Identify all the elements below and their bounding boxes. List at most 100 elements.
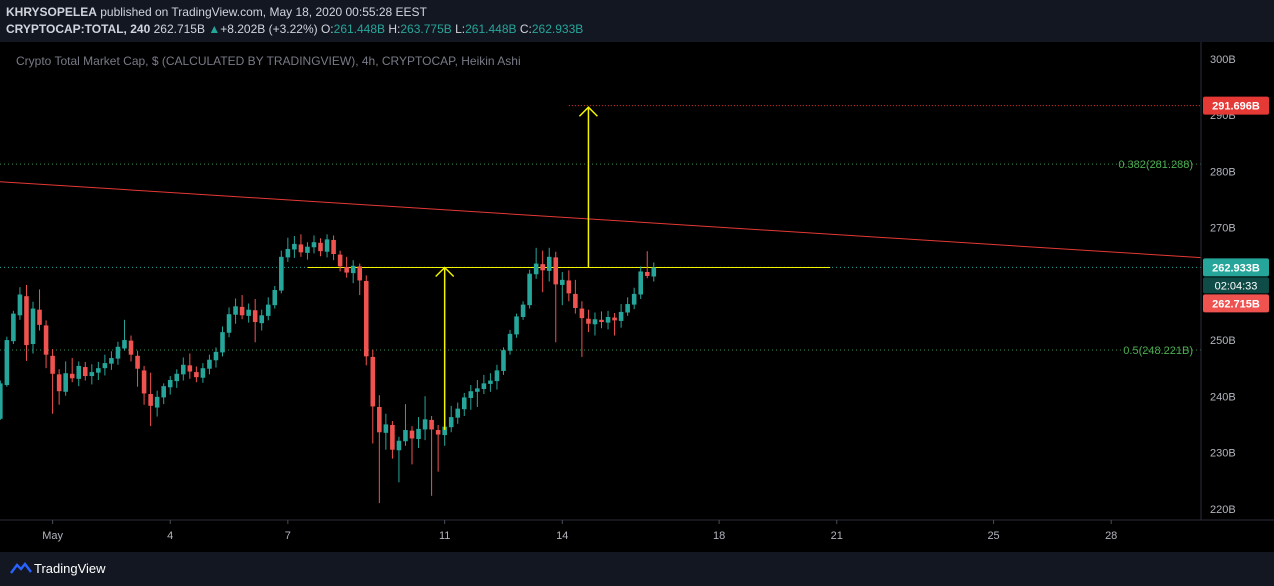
y-tick-label: 220B — [1210, 504, 1236, 516]
candle-body — [17, 294, 23, 316]
candle-body — [69, 373, 75, 379]
candle-body — [357, 266, 363, 281]
target-price-label-bg — [1203, 96, 1269, 115]
candle-body — [259, 315, 264, 324]
candle-body — [76, 365, 82, 379]
candle-body — [651, 267, 657, 277]
candle-body — [82, 367, 88, 377]
candle-body — [272, 289, 278, 306]
countdown-label: 02:04:33 — [1215, 280, 1258, 292]
candle-body — [122, 340, 127, 349]
candle-body — [579, 308, 585, 319]
candle-body — [599, 319, 604, 323]
published-text: published on TradingView.com, May 18, 20… — [96, 5, 427, 19]
y-tick-label: 280B — [1210, 166, 1236, 178]
candle-body — [56, 374, 62, 392]
countdown-bg — [1203, 277, 1269, 294]
chart-canvas[interactable]: 0.382(281.288) 0.5(248.221B) Crypto Total… — [0, 42, 1274, 552]
candle-body — [4, 340, 10, 386]
candles — [0, 234, 657, 504]
candle-body — [350, 265, 356, 274]
candle-body — [409, 430, 415, 439]
candle-body — [442, 426, 447, 436]
author-name[interactable]: KHRYSOPELEA — [6, 5, 97, 19]
candle-body — [631, 293, 637, 305]
candle-body — [638, 271, 643, 295]
y-tick-label: 270B — [1210, 223, 1236, 235]
current-price-label: 262.933B — [1212, 262, 1260, 274]
candle-body — [89, 372, 95, 377]
candle-body — [612, 317, 617, 321]
open-label: O: — [320, 22, 334, 36]
candle-body — [494, 370, 500, 382]
candle-body — [370, 356, 376, 407]
candle-body — [586, 318, 591, 324]
candle-body — [207, 359, 212, 369]
candle-body — [252, 310, 258, 323]
chart-header: KHRYSOPELEA published on TradingView.com… — [0, 0, 1274, 42]
candle-body — [220, 332, 225, 353]
candle-body — [324, 239, 330, 252]
fib-382-label: 0.382(281.288) — [1118, 159, 1193, 171]
candle-body — [233, 306, 238, 315]
candle-body — [501, 350, 506, 371]
candle-body — [181, 364, 186, 375]
close-value: 262.933B — [531, 22, 584, 36]
x-tick-label: 7 — [285, 530, 291, 542]
candle-body — [390, 424, 395, 450]
candle-body — [50, 355, 55, 374]
candle-body — [461, 397, 467, 410]
last-price: 262.715B — [153, 22, 205, 36]
time-axis[interactable]: 27May47111418212528 — [0, 520, 1117, 542]
tradingview-logo-icon[interactable] — [10, 561, 32, 575]
chart-title: Crypto Total Market Cap, $ (CALCULATED B… — [16, 54, 521, 68]
candle-body — [0, 383, 3, 419]
tradingview-brand[interactable]: TradingView — [34, 561, 106, 576]
x-tick-label: 4 — [167, 530, 173, 542]
publish-info: KHRYSOPELEA published on TradingView.com… — [6, 5, 427, 19]
candle-body — [311, 242, 317, 248]
candle-body — [167, 379, 173, 388]
candle-body — [422, 419, 428, 430]
high-label: H: — [388, 22, 401, 36]
candle-body — [573, 293, 578, 308]
y-tick-label: 230B — [1210, 448, 1236, 460]
candle-body — [200, 368, 206, 378]
prev-close-label: 262.715B — [1212, 298, 1260, 310]
candle-body — [475, 388, 480, 392]
change-arrow-icon: ▲ — [208, 22, 221, 36]
candle-body — [226, 314, 232, 333]
candle-body — [520, 304, 526, 317]
resistance-trendline — [0, 181, 1202, 259]
candle-body — [109, 358, 114, 364]
candle-body — [37, 309, 42, 325]
y-tick-label: 240B — [1210, 391, 1236, 403]
arrows — [435, 106, 598, 431]
candle-body — [553, 257, 559, 285]
candle-body — [43, 325, 49, 355]
low-label: L: — [455, 22, 466, 36]
candle-body — [383, 424, 389, 433]
open-value: 261.448B — [333, 22, 386, 36]
y-tick-label: 300B — [1210, 54, 1236, 66]
candle-body — [154, 396, 160, 408]
candle-body — [96, 368, 101, 373]
x-tick-label: 18 — [713, 530, 725, 542]
candle-body — [644, 272, 650, 276]
candle-body — [625, 304, 630, 313]
candle-body — [429, 419, 434, 430]
candle-body — [377, 406, 382, 433]
candle-body — [448, 417, 454, 428]
candle-body — [115, 346, 121, 359]
candle-body — [318, 242, 323, 252]
candle-body — [546, 256, 552, 271]
candle-body — [527, 273, 532, 306]
candle-body — [337, 254, 343, 267]
price-change: +8.202B (+3.22%) — [220, 22, 318, 36]
plot-background — [0, 42, 1274, 552]
candle-body — [161, 386, 166, 398]
candle-body — [292, 243, 297, 250]
candle-body — [363, 281, 369, 357]
target-price-label: 291.696B — [1212, 101, 1260, 113]
drawing-tools — [0, 105, 1202, 269]
